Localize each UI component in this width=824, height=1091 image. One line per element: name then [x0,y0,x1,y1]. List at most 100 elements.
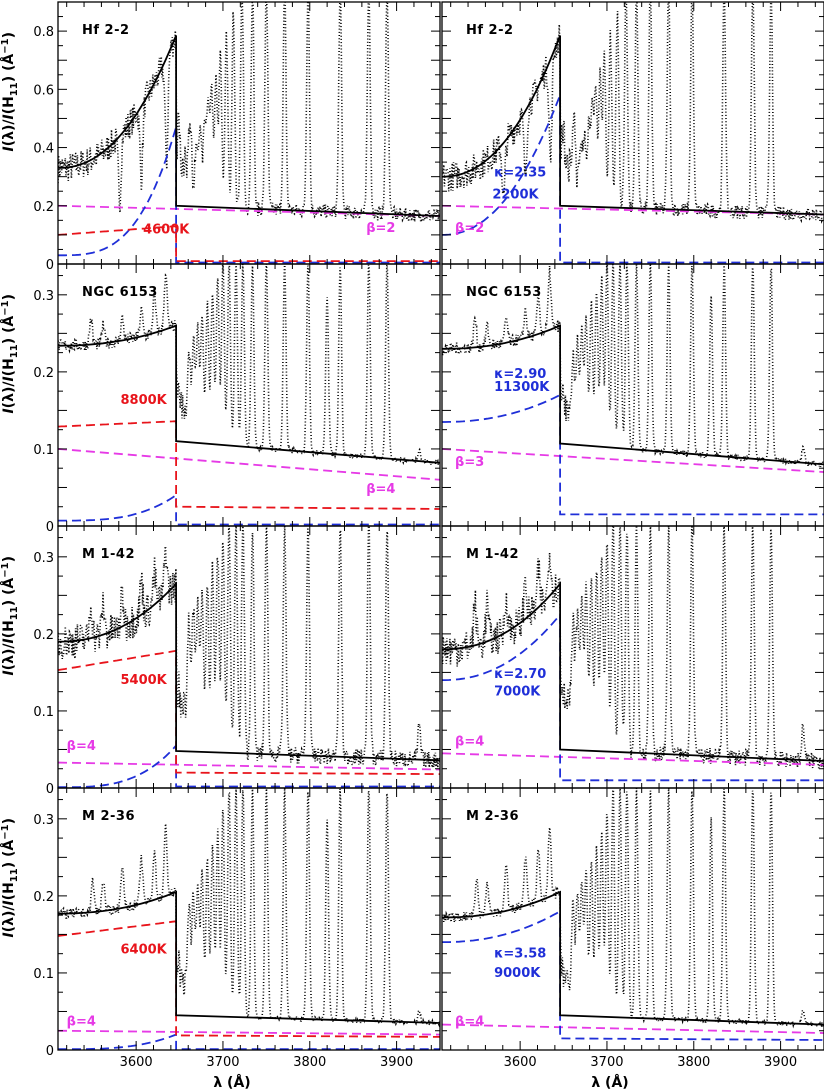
helium-continuum [58,761,440,771]
observed-spectrum [58,264,440,467]
observed-spectrum [58,788,440,1028]
x-tick-label: 3900 [764,1055,797,1070]
plot-area [58,788,440,1050]
total-fit [58,324,440,464]
panel-3: 0 0.1 0.2 0.3 NGC 6153 8800K β=4 [33,263,441,535]
panel-frame [441,787,824,1051]
red-component [58,920,440,1038]
plot-area [442,788,824,1041]
total-fit [442,890,824,1026]
plot-area [58,526,440,788]
blue-component [442,94,824,264]
blue-component [58,126,440,264]
y-tick-label: 0.1 [33,705,54,720]
y-tick-label: 0.2 [33,890,54,905]
temperature-label: 11300K [494,380,550,395]
plot-area [442,526,824,782]
helium-continuum [442,752,824,766]
panel-1: 0 0.2 0.4 0.6 0.8 Hf 2-2 4600K β=2 [33,1,441,273]
x-tick-label: 3800 [293,1055,326,1070]
beta-label: β=4 [455,1014,484,1029]
y-tick-label: 0.8 [33,25,54,40]
y-tick-label: 0.2 [33,628,54,643]
plot-area [58,2,440,264]
observed-spectrum [442,526,824,769]
y-axis-label-row-2: I(λ)/I(H11) (Å−1) [0,294,20,414]
panel-frame [57,787,441,1051]
y-tick-label: 0.6 [33,83,54,98]
panel-8: 3600 3700 3800 3900 M 2-36 9000K κ=3.58 β=4 [441,787,824,1070]
panel-title: NGC 6153 [466,285,542,300]
y-axis-label-row-4: I(λ)/I(H11) (Å−1) [0,818,20,938]
plot-area [58,264,440,526]
observed-spectrum [442,264,824,469]
helium-continuum [442,204,824,216]
helium-continuum [58,204,440,217]
beta-label: β=4 [67,739,96,754]
x-tick-label: 3800 [677,1055,710,1070]
temperature-label: 2200K [492,188,539,203]
y-tick-label: 0.1 [33,443,54,458]
kappa-label: κ=2.90 [494,367,546,382]
panel-2: Hf 2-2 2200K κ=2.35 β=2 [441,1,824,265]
total-fit [442,324,824,466]
temperature-label: 7000K [494,685,541,700]
temperature-label: 9000K [494,966,541,981]
total-fit [442,581,824,762]
y-tick-label: 0 [46,782,54,797]
helium-continuum [58,448,440,481]
panel-5: 0 0.1 0.2 0.3 M 1-42 5400K β=4 [33,525,441,797]
total-fit [58,35,440,217]
observed-spectrum [442,2,824,224]
panel-title: M 1-42 [82,547,135,562]
x-axis-label-right: λ (Å) [591,1074,628,1091]
temperature-label: 4600K [143,222,190,237]
y-tick-label: 0 [46,520,54,535]
beta-label: β=2 [366,221,395,236]
kappa-label: κ=3.58 [494,947,546,962]
blue-component [442,393,824,516]
panel-frame [441,1,824,265]
temperature-label: 5400K [121,673,168,688]
y-axis-label-row-3: I(λ)/I(H11) (Å−1) [0,556,20,676]
x-tick-label: 3900 [380,1055,413,1070]
blue-component [442,612,824,782]
helium-continuum [442,1023,824,1034]
red-component [58,649,440,775]
x-axis-label-left: λ (Å) [213,1074,250,1091]
x-tick-label: 3600 [504,1055,537,1070]
plot-area [442,2,824,264]
beta-label: β=4 [67,1014,96,1029]
panels-group: 0 0.2 0.4 0.6 0.8 Hf 2-2 4600K β=2 Hf 2-2 2200K κ=… [33,1,824,1070]
y-axis-label: I(λ)/I(H11) (Å−1) [0,32,20,152]
x-tick-label: 3700 [206,1055,239,1070]
panel-6: M 1-42 7000K κ=2.70 β=4 [441,525,824,789]
x-tick-label: 3700 [590,1055,623,1070]
x-tick-label: 3600 [120,1055,153,1070]
y-tick-label: 0.3 [33,289,54,304]
panel-7: 3600 3700 3800 3900 0 0.1 0.2 0.3 M 2-36 6400K β=4 [33,787,441,1070]
y-tick-label: 0 [46,1044,54,1059]
panel-title: M 2-36 [466,809,519,824]
y-tick-label: 0.2 [33,366,54,381]
beta-label: β=2 [455,221,484,236]
y-tick-label: 0.3 [33,551,54,566]
total-fit [58,581,440,762]
plot-area [442,264,824,516]
y-tick-label: 0 [46,258,54,273]
y-tick-label: 0.3 [33,813,54,828]
panel-title: NGC 6153 [82,285,158,300]
kappa-label: κ=2.35 [494,166,546,181]
observed-spectrum [58,526,440,769]
observed-spectrum [58,2,440,224]
y-tick-label: 0.1 [33,967,54,982]
blue-component [58,743,440,788]
temperature-label: 8800K [121,393,168,408]
panel-title: Hf 2-2 [466,23,514,38]
beta-label: β=4 [366,482,395,497]
total-fit [442,35,824,216]
y-tick-label: 0.2 [33,200,54,215]
helium-continuum [442,448,824,473]
